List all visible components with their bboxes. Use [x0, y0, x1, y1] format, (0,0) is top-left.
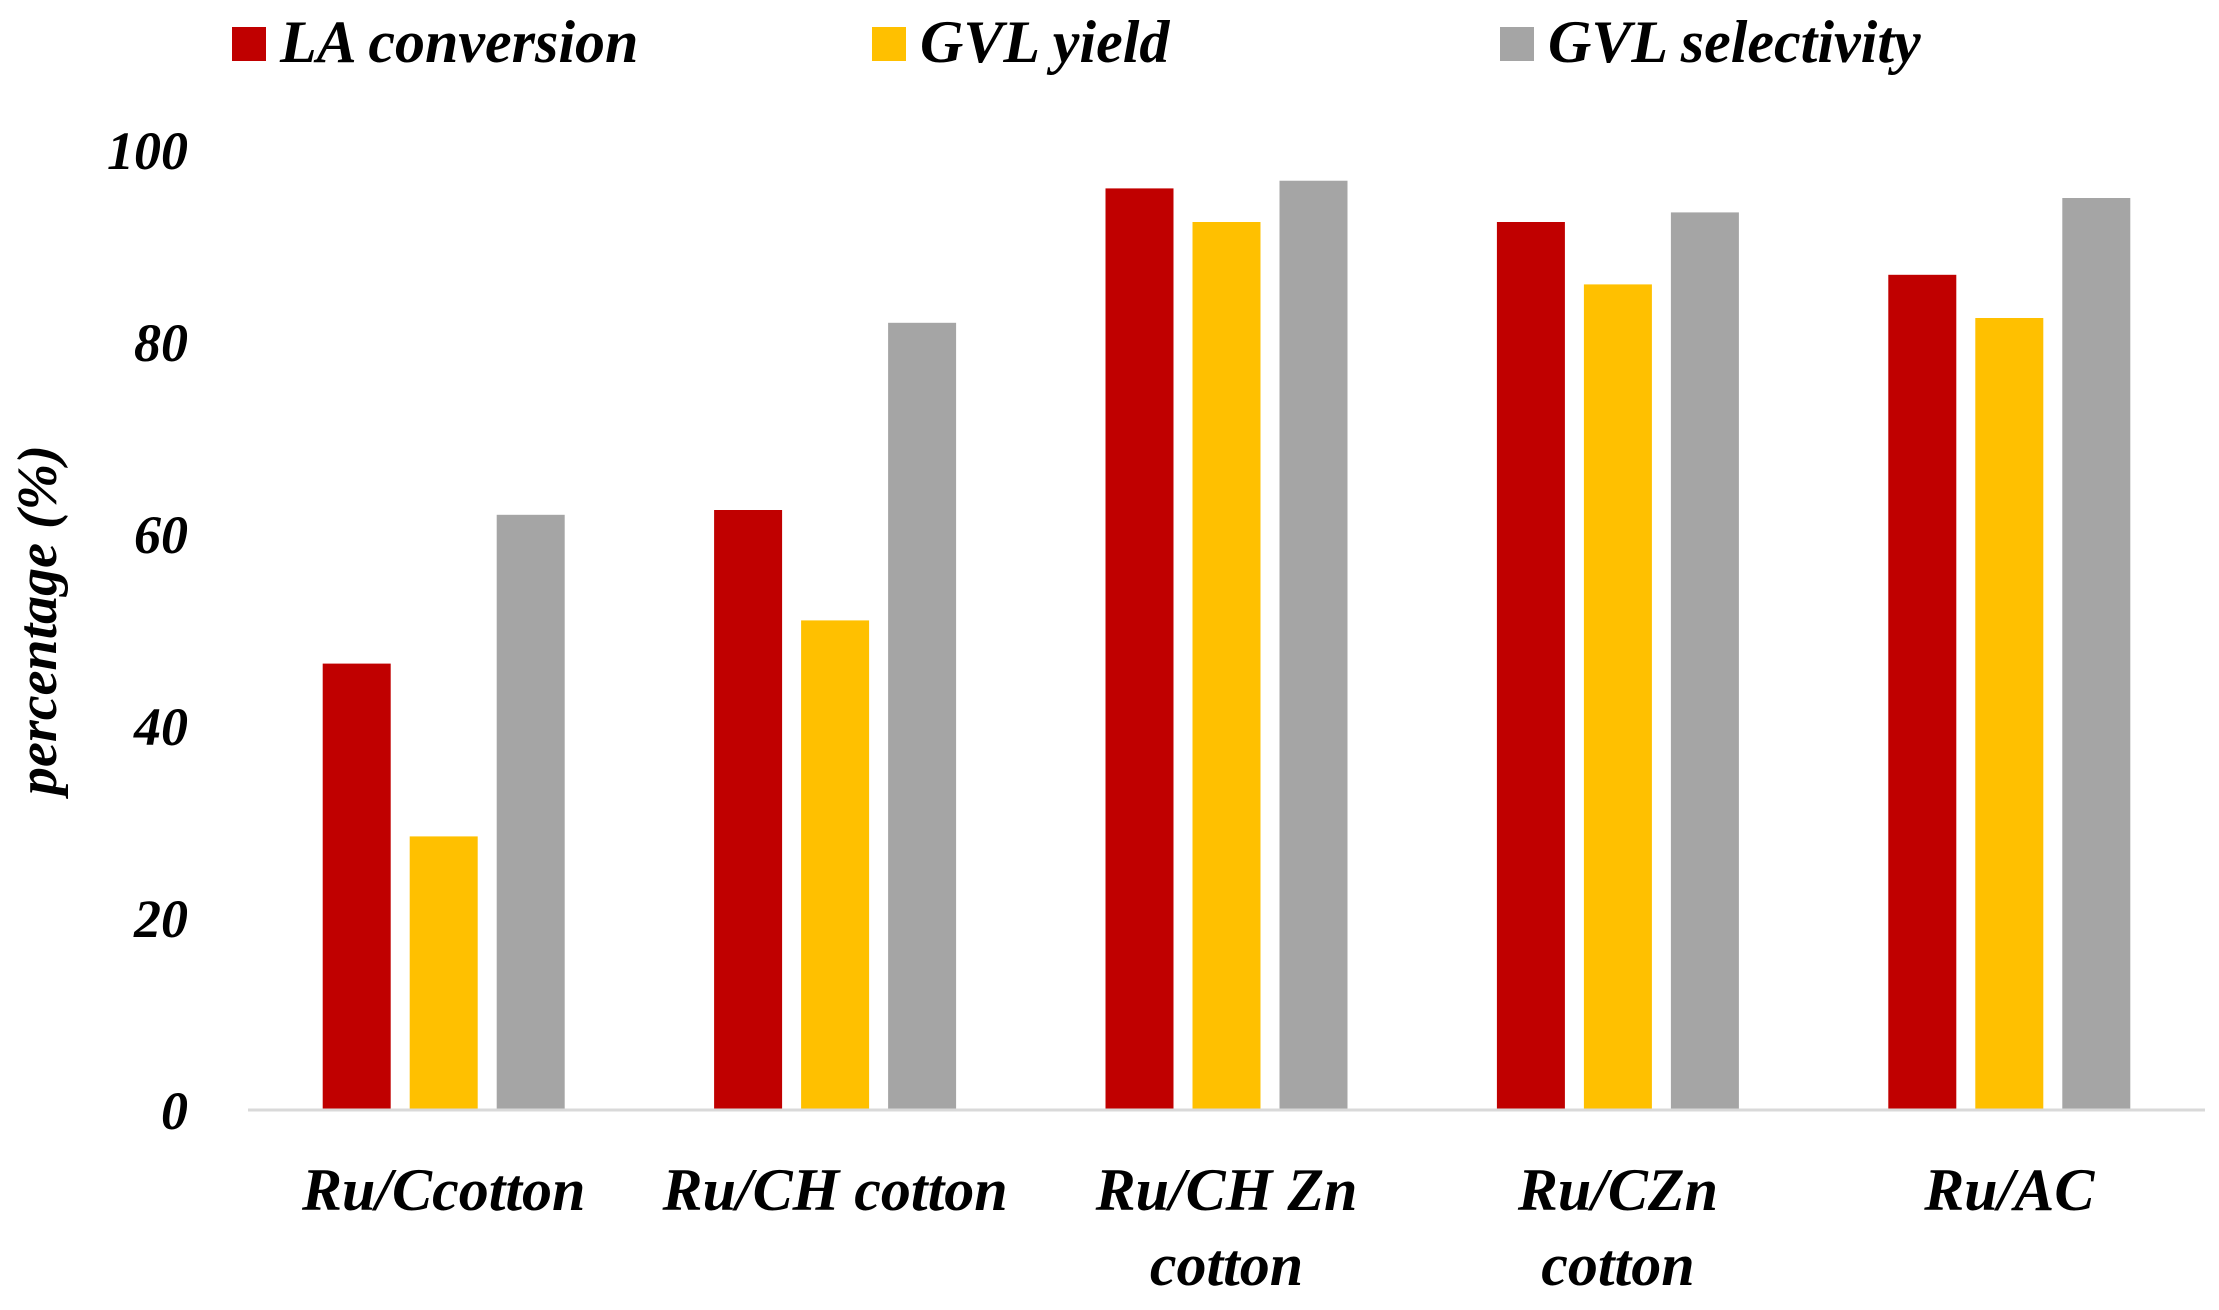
bar: [1583, 284, 1652, 1110]
legend-swatch: [872, 27, 906, 61]
bar: [1975, 318, 2044, 1110]
bar: [1670, 212, 1739, 1110]
legend-label: GVL selectivity: [1548, 9, 1921, 75]
y-tick-label: 20: [133, 889, 188, 949]
x-tick-label: cotton: [1541, 1232, 1694, 1298]
legend-swatch: [232, 27, 266, 61]
y-axis-title: percentage (%): [7, 445, 69, 799]
y-axis-ticks: 0 20 40 60 80 100: [107, 121, 188, 1141]
bar: [1192, 222, 1261, 1110]
bar: [801, 620, 870, 1110]
bar: [1888, 274, 1957, 1110]
bar: [496, 514, 565, 1110]
bar: [888, 322, 957, 1110]
x-tick-label: cotton: [1150, 1232, 1303, 1298]
bars: [322, 180, 2131, 1111]
x-tick-label: Ru/CH Zn: [1095, 1157, 1358, 1223]
x-tick-label: Ru/AC: [1923, 1157, 2095, 1223]
legend: LA conversion GVL yield GVL selectivity: [232, 9, 1921, 75]
legend-label: GVL yield: [920, 9, 1170, 75]
y-tick-label: 40: [133, 697, 188, 757]
bar: [1105, 188, 1174, 1110]
legend-swatch: [1500, 27, 1534, 61]
bar: [409, 836, 478, 1110]
y-tick-label: 80: [134, 313, 188, 373]
bar: [322, 663, 391, 1110]
y-tick-label: 0: [161, 1081, 188, 1141]
x-tick-label: Ru/Ccotton: [301, 1157, 585, 1223]
x-tick-label: Ru/CH cotton: [662, 1157, 1008, 1223]
bar: [1279, 180, 1348, 1111]
legend-label: LA conversion: [279, 9, 638, 75]
y-tick-label: 100: [107, 121, 188, 181]
bar: [714, 510, 783, 1110]
y-tick-label: 60: [134, 505, 188, 565]
x-axis-labels: Ru/Ccotton Ru/CH cotton Ru/CH Zn cotton Ru/C…: [301, 1157, 2095, 1298]
bar: [2062, 198, 2131, 1110]
x-tick-label: Ru/CZn: [1517, 1157, 1718, 1223]
bar: [1496, 222, 1565, 1110]
